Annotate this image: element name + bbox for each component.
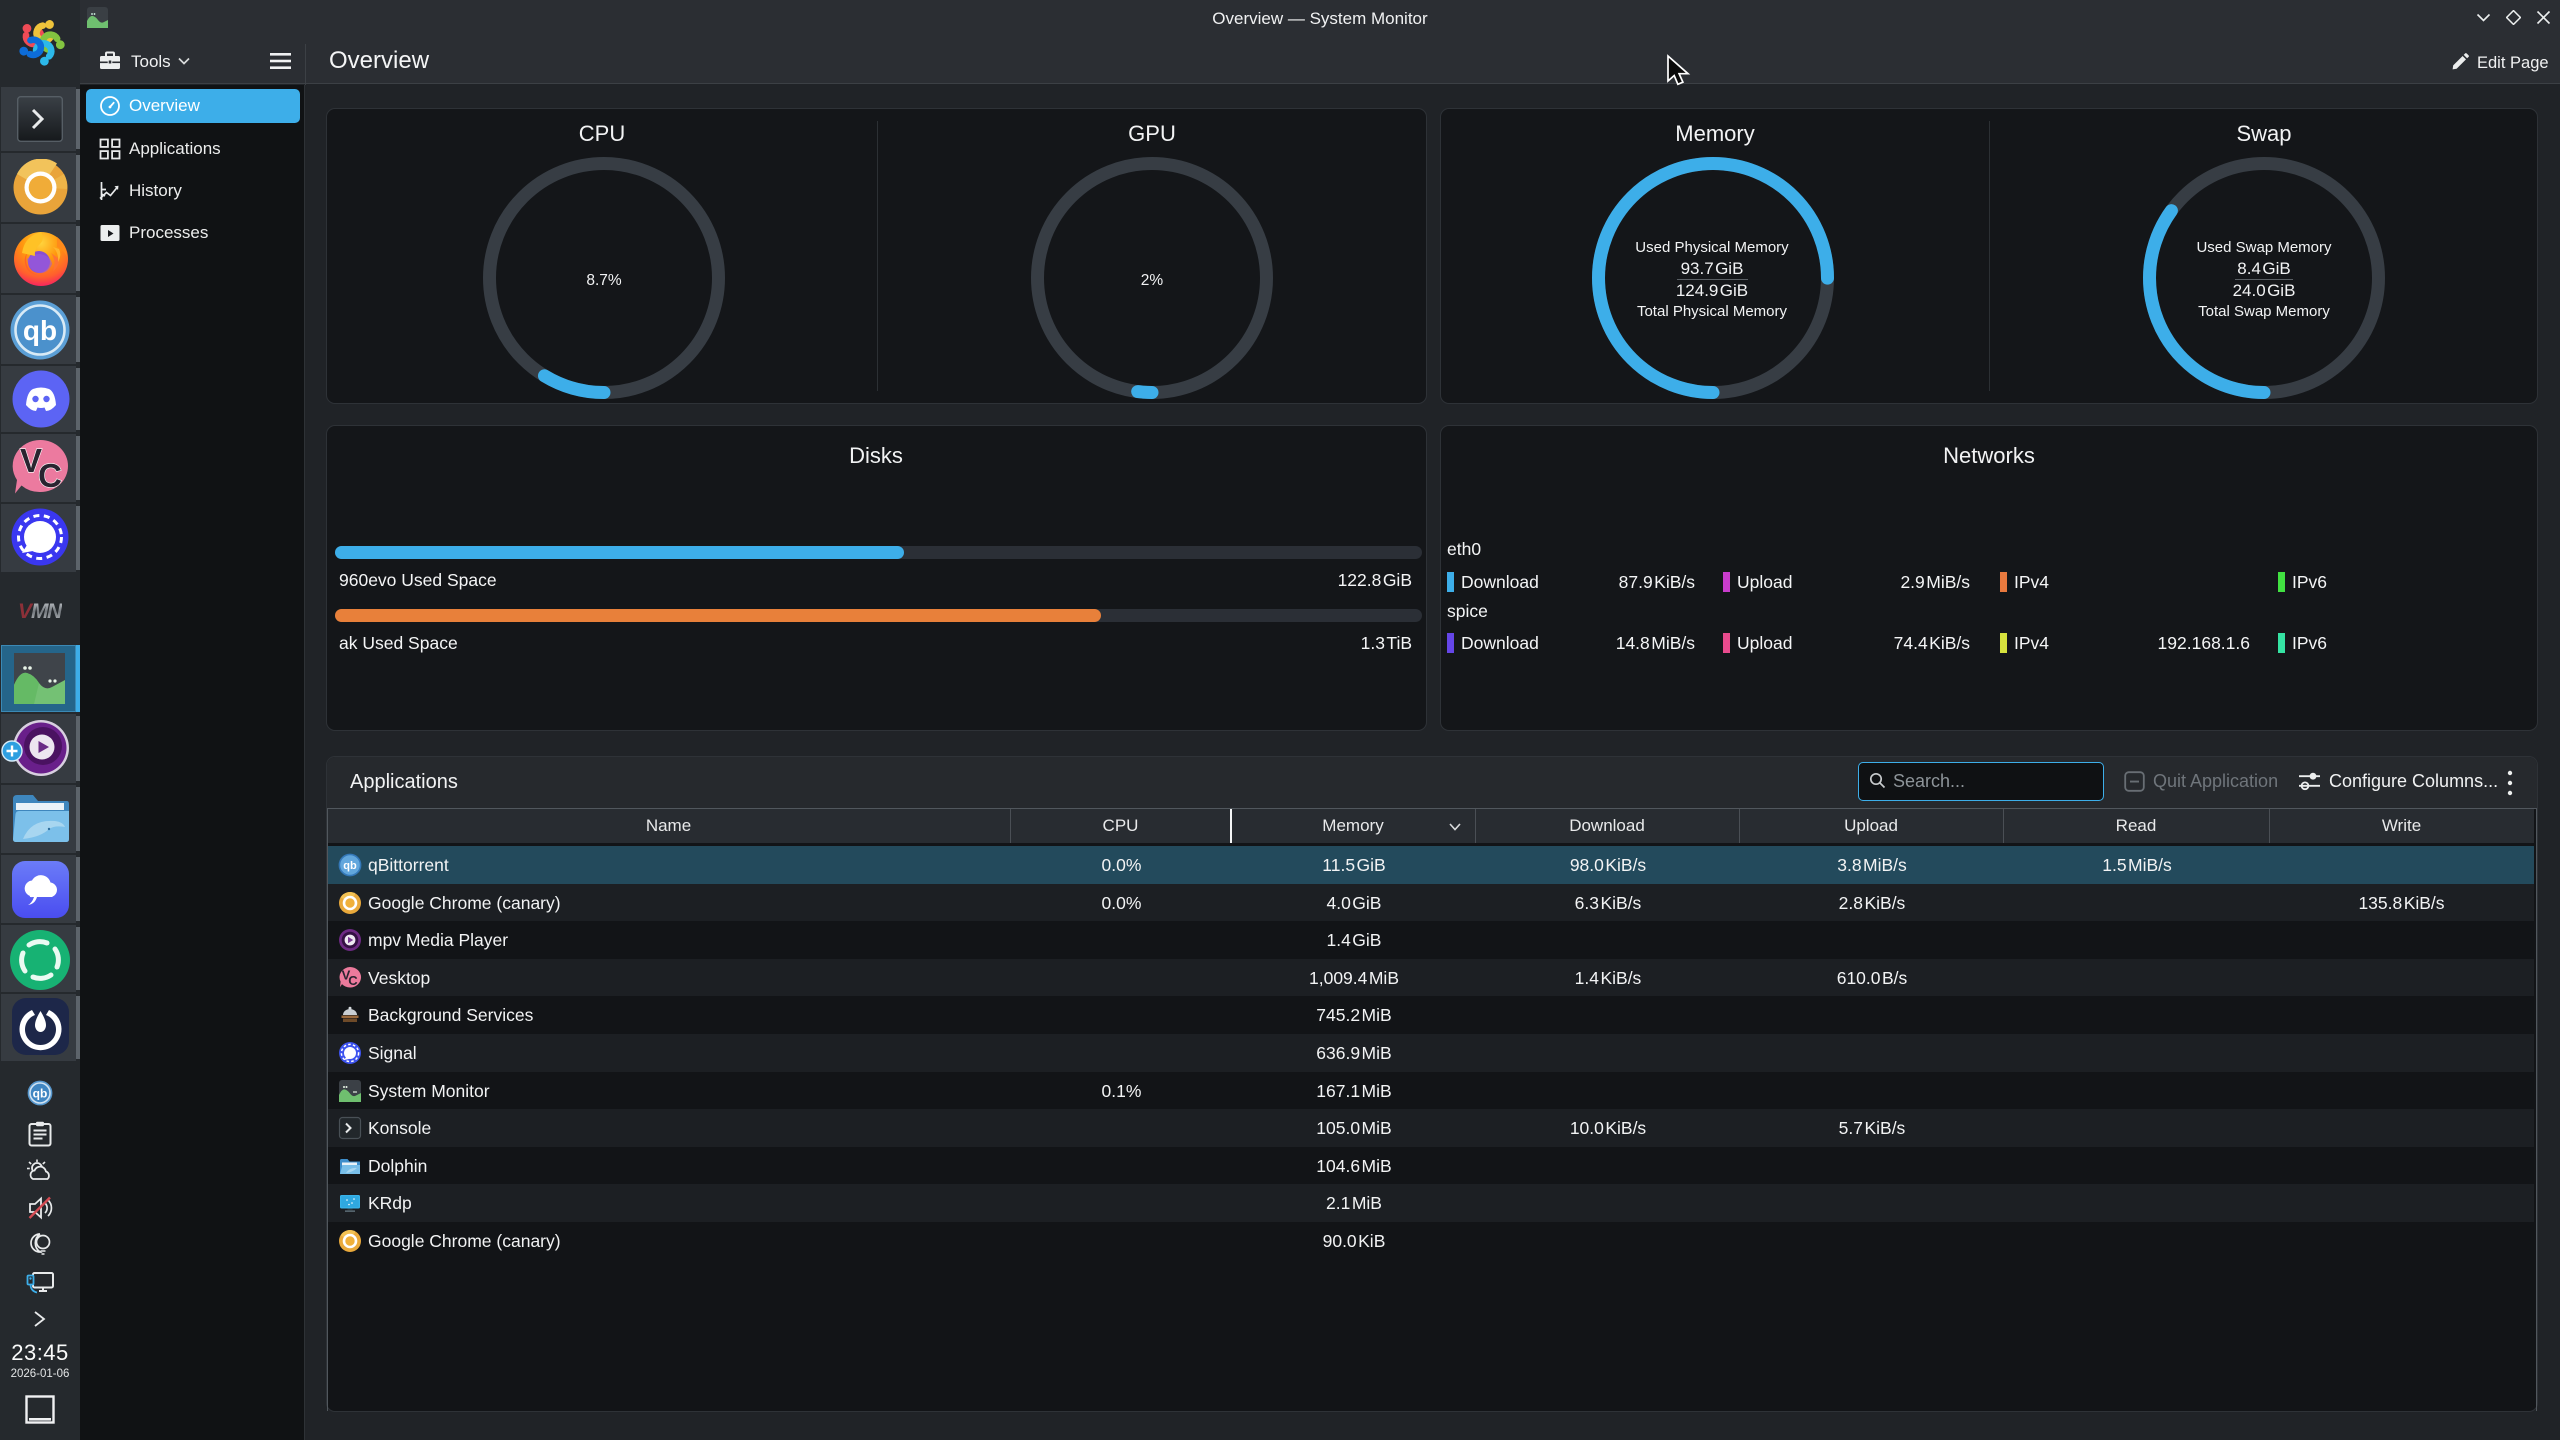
svg-text:qb: qb (33, 1087, 48, 1101)
svg-text:C: C (38, 457, 62, 494)
svg-text:M: M (31, 600, 49, 623)
svg-text:V: V (18, 600, 34, 623)
svg-text:N: N (47, 600, 62, 623)
svg-text:V: V (342, 967, 351, 982)
svg-text:V: V (20, 442, 42, 479)
svg-text:qb: qb (23, 315, 57, 346)
svg-text:C: C (348, 973, 358, 988)
svg-text:qb: qb (343, 860, 357, 872)
